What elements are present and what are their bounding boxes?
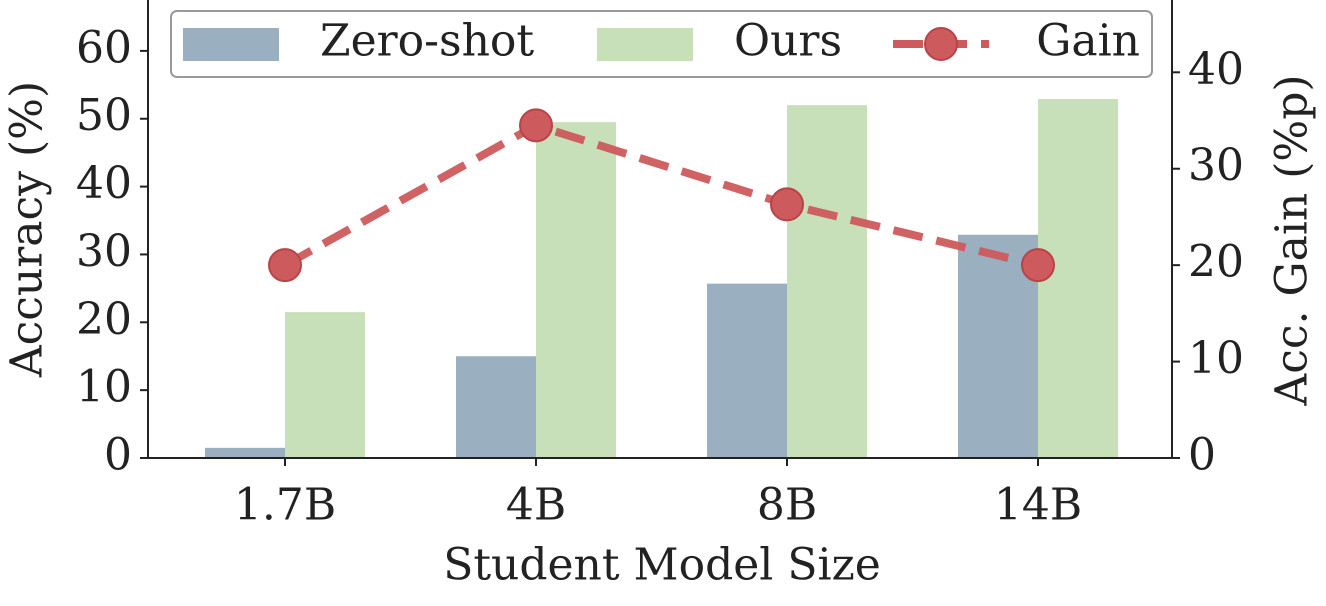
legend-swatch <box>597 28 693 61</box>
gain-marker <box>1021 248 1055 283</box>
y2-tick-label: 30 <box>1188 140 1244 191</box>
gain-marker <box>519 108 553 143</box>
x-axis-label: Student Model Size <box>443 540 881 591</box>
y-tick-label: 50 <box>76 90 132 141</box>
y2-tick-label: 40 <box>1188 44 1244 95</box>
y-tick-label: 0 <box>104 430 132 481</box>
y-axis-label: Accuracy (%) <box>2 81 53 378</box>
y-tick-label: 30 <box>76 226 132 277</box>
x-tick-label: 4B <box>506 480 566 531</box>
bar <box>787 105 867 458</box>
bar <box>285 312 365 458</box>
bar <box>456 356 536 458</box>
gain-line <box>283 121 1039 270</box>
legend-label: Ours <box>734 16 842 67</box>
bar <box>536 122 616 458</box>
gain-marker <box>268 248 302 283</box>
bar <box>707 283 787 458</box>
legend-marker <box>924 27 958 61</box>
legend-swatch <box>183 28 279 61</box>
x-tick-label: 14B <box>994 480 1082 531</box>
y2-axis-label: Acc. Gain (%p) <box>1267 74 1318 406</box>
y-tick-label: 60 <box>76 22 132 73</box>
bar <box>205 447 285 458</box>
x-tick-label: 8B <box>757 480 817 531</box>
legend-label: Gain <box>1036 16 1140 67</box>
gain-marker <box>770 187 804 222</box>
y-tick-label: 10 <box>76 362 132 413</box>
x-tick-label: 1.7B <box>234 480 336 531</box>
legend-label: Zero-shot <box>320 16 534 67</box>
y-tick-label: 20 <box>76 294 132 345</box>
bar <box>1038 99 1118 458</box>
y2-tick-label: 10 <box>1188 333 1244 384</box>
y-tick-label: 40 <box>76 158 132 209</box>
y2-tick-label: 20 <box>1188 237 1244 288</box>
y2-tick-label: 0 <box>1188 430 1216 481</box>
